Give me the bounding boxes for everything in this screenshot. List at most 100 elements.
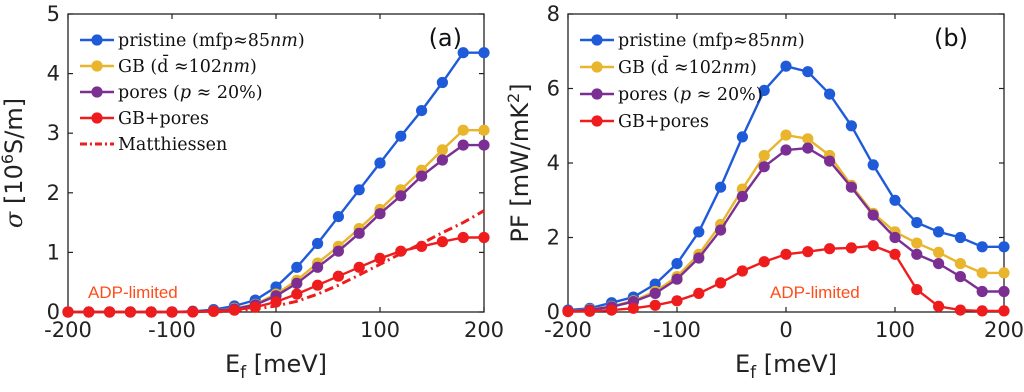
data-point-pristine — [911, 217, 923, 229]
data-point-gbpores — [62, 306, 74, 318]
x-tick-label: -100 — [653, 318, 701, 342]
data-point-pristine — [693, 226, 705, 238]
data-point-gbpores — [208, 305, 220, 317]
data-point-pores — [478, 139, 490, 151]
y-tick-label: 8 — [547, 2, 560, 26]
data-point-gbpores — [824, 243, 836, 255]
data-point-pristine — [758, 84, 770, 96]
data-point-pores — [758, 161, 770, 173]
data-point-gbpores — [416, 240, 428, 252]
legend-swatch-marker-pores — [591, 88, 603, 100]
data-point-gbpores — [758, 256, 770, 268]
data-point-pores — [715, 224, 727, 236]
data-point-gb — [457, 124, 469, 136]
data-point-pristine — [976, 241, 988, 253]
data-point-gbpores — [478, 231, 490, 244]
y-tick-label: 3 — [47, 121, 60, 145]
x-tick-label: -200 — [544, 318, 592, 342]
data-point-gbpores — [249, 301, 261, 313]
data-point-gbpores — [436, 236, 448, 248]
data-point-pristine — [954, 231, 967, 244]
data-point-pores — [998, 285, 1010, 298]
data-point-gbpores — [457, 231, 469, 244]
data-point-gb — [780, 129, 792, 141]
data-point-pristine — [436, 76, 448, 89]
data-point-gbpores — [954, 304, 967, 316]
data-point-pristine — [780, 60, 792, 72]
data-point-pristine — [332, 211, 344, 223]
data-point-gbpores — [889, 248, 901, 260]
data-point-gb — [802, 133, 814, 145]
data-point-pristine — [824, 88, 836, 100]
data-point-gb — [758, 149, 770, 162]
data-point-pores — [824, 155, 836, 167]
data-point-gbpores — [911, 284, 923, 296]
data-point-gbpores — [104, 306, 116, 318]
panel-b-power-factor: -200 -100 0 100 200 0 2 4 6 8 Ef [meV] PF [mW/mK2] p… — [504, 2, 1024, 383]
legend-swatch-marker-pristine — [591, 34, 603, 46]
data-point-gbpores — [780, 248, 792, 260]
data-point-pores — [457, 139, 469, 151]
y-tick-label: 2 — [547, 226, 560, 250]
data-point-pores — [332, 245, 344, 257]
data-point-gbpores — [715, 277, 727, 289]
data-point-pores — [353, 227, 365, 239]
data-point-pristine — [416, 105, 428, 117]
data-point-gbpores — [693, 287, 705, 299]
data-point-gbpores — [671, 295, 683, 307]
data-point-gbpores — [933, 300, 945, 312]
data-point-gbpores — [395, 245, 407, 257]
legend-swatch-marker-gb — [91, 60, 103, 72]
data-point-pores — [395, 190, 407, 202]
data-point-pores — [889, 231, 901, 244]
x-axis-label: Ef [meV] — [225, 350, 327, 383]
legend-entry-pristine: pristine (mfp≈85nm) — [618, 31, 805, 51]
x-tick-label: 100 — [875, 318, 915, 342]
data-point-pores — [976, 285, 988, 298]
data-point-pristine — [478, 47, 490, 59]
data-point-pores — [374, 208, 386, 220]
data-point-gbpores — [145, 306, 157, 318]
data-point-gb — [976, 267, 988, 279]
data-point-pristine — [715, 181, 727, 193]
data-point-pristine — [671, 258, 683, 270]
data-point-pores — [933, 258, 945, 270]
data-point-pristine — [998, 241, 1010, 253]
data-point-gbpores — [228, 304, 240, 316]
data-point-pores — [911, 248, 923, 260]
legend-entry-matthiessen: Matthiessen — [118, 135, 227, 155]
legend-entry-gbpores: GB+pores — [618, 112, 709, 132]
data-point-gbpores — [998, 305, 1010, 317]
legend-swatch-marker-gbpores — [91, 112, 103, 124]
data-point-gb — [954, 258, 967, 270]
data-point-gb — [998, 267, 1010, 279]
data-point-pores — [416, 170, 428, 182]
y-tick-label: 5 — [47, 2, 60, 26]
data-point-gb — [436, 144, 448, 156]
legend-entry-gb: GB (d̄ ≈102nm) — [118, 54, 257, 77]
y-axis-label: σ [106S/m] — [0, 98, 28, 228]
data-point-pores — [312, 261, 324, 273]
data-point-pores — [736, 190, 749, 203]
data-point-gbpores — [606, 304, 618, 316]
legend-swatch-marker-gb — [591, 61, 603, 73]
data-point-pores — [802, 142, 814, 154]
x-tick-label: -200 — [44, 318, 92, 342]
y-tick-label: 1 — [47, 240, 60, 264]
data-point-pristine — [933, 226, 945, 238]
data-point-pores — [780, 144, 792, 156]
data-point-gbpores — [270, 296, 282, 308]
y-tick-label: 6 — [547, 77, 560, 101]
data-point-pores — [867, 209, 879, 221]
legend-entry-pristine: pristine (mfp≈85nm) — [118, 31, 305, 51]
legend-entry-pores: pores (p ≈ 20%) — [118, 83, 263, 103]
data-point-gbpores — [291, 288, 303, 300]
legend-entry-gbpores: GB+pores — [118, 109, 209, 129]
data-point-pores — [671, 273, 683, 285]
data-point-pores — [693, 252, 705, 264]
data-point-gbpores — [736, 265, 749, 277]
y-tick-label: 4 — [547, 151, 560, 175]
data-point-pores — [436, 154, 448, 166]
data-point-gbpores — [83, 306, 95, 318]
